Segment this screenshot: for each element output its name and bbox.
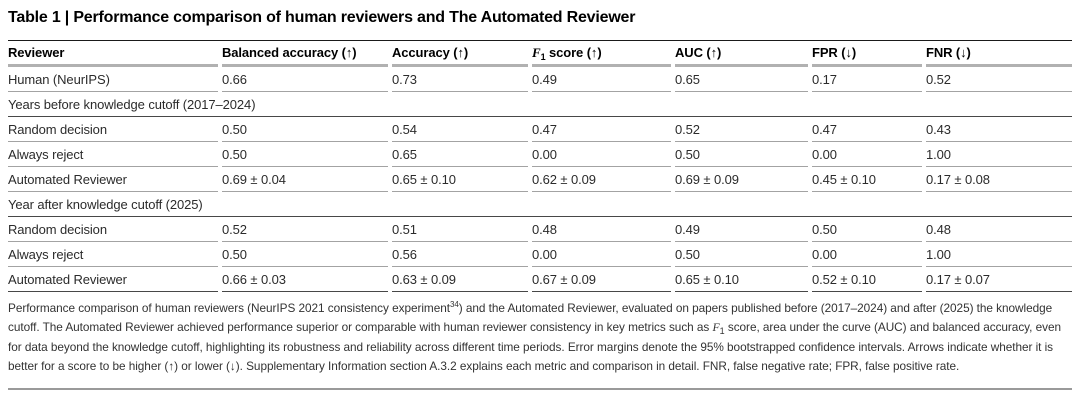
table-row-always-reject-after: Always reject 0.50 0.56 0.00 0.50 0.00 1… — [8, 242, 1072, 267]
table-footnote: Performance comparison of human reviewer… — [8, 299, 1072, 377]
table-row-always-reject-before: Always reject 0.50 0.65 0.00 0.50 0.00 1… — [8, 142, 1072, 167]
footnote-f1-italic-letter: F — [712, 320, 720, 335]
cell-f1-score: 0.67 ± 0.09 — [532, 267, 671, 292]
cell-f1-score: 0.47 — [532, 117, 671, 142]
cell-fpr: 0.47 — [812, 117, 922, 142]
cell-fnr: 0.43 — [926, 117, 1072, 142]
cell-balanced-accuracy: 0.66 — [222, 67, 388, 92]
cell-balanced-accuracy: 0.66 ± 0.03 — [222, 267, 388, 292]
row-label: Automated Reviewer — [8, 267, 218, 292]
f1-italic-letter: F — [532, 44, 541, 60]
row-label: Always reject — [8, 142, 218, 167]
cell-balanced-accuracy: 0.50 — [222, 142, 388, 167]
cell-fpr: 0.00 — [812, 242, 922, 267]
f1-subscript: 1 — [540, 51, 546, 62]
cell-accuracy: 0.54 — [392, 117, 528, 142]
cell-f1-score: 0.48 — [532, 217, 671, 242]
section-label: Years before knowledge cutoff (2017–2024… — [8, 92, 1072, 117]
row-label: Random decision — [8, 117, 218, 142]
cell-f1-score: 0.62 ± 0.09 — [532, 167, 671, 192]
col-header-auc: AUC (↑) — [675, 41, 808, 67]
footnote-text-2: ) and the Automated Reviewer, evaluated … — [8, 301, 1053, 335]
cell-auc: 0.52 — [675, 117, 808, 142]
cell-auc: 0.49 — [675, 217, 808, 242]
cell-auc: 0.65 — [675, 67, 808, 92]
row-label: Always reject — [8, 242, 218, 267]
cell-accuracy: 0.56 — [392, 242, 528, 267]
citation-ref-34[interactable]: 34 — [449, 300, 459, 309]
cell-fnr: 0.17 ± 0.08 — [926, 167, 1072, 192]
cell-accuracy: 0.65 — [392, 142, 528, 167]
cell-fnr: 0.52 — [926, 67, 1072, 92]
table-bottom-rule — [8, 388, 1072, 391]
cell-fnr: 1.00 — [926, 242, 1072, 267]
row-label: Human (NeurIPS) — [8, 67, 218, 92]
col-header-f1-score: F1 score (↑) — [532, 41, 671, 67]
cell-balanced-accuracy: 0.50 — [222, 242, 388, 267]
cell-fpr: 0.52 ± 0.10 — [812, 267, 922, 292]
cell-balanced-accuracy: 0.69 ± 0.04 — [222, 167, 388, 192]
f1-score-rest: score (↑) — [545, 44, 602, 60]
table-header-row: Reviewer Balanced accuracy (↑) Accuracy … — [8, 41, 1072, 67]
cell-fnr: 0.48 — [926, 217, 1072, 242]
cell-fnr: 0.17 ± 0.07 — [926, 267, 1072, 292]
cell-fpr: 0.00 — [812, 142, 922, 167]
cell-auc: 0.65 ± 0.10 — [675, 267, 808, 292]
footnote-text-3: score, area under the curve (AUC) and ba… — [8, 320, 1061, 374]
cell-fpr: 0.17 — [812, 67, 922, 92]
cell-auc: 0.50 — [675, 242, 808, 267]
cell-f1-score: 0.00 — [532, 142, 671, 167]
footnote-f1-subscript: 1 — [719, 326, 725, 337]
cell-f1-score: 0.00 — [532, 242, 671, 267]
cell-accuracy: 0.73 — [392, 67, 528, 92]
cell-fpr: 0.45 ± 0.10 — [812, 167, 922, 192]
table-row-random-decision-before: Random decision 0.50 0.54 0.47 0.52 0.47… — [8, 117, 1072, 142]
col-header-fnr: FNR (↓) — [926, 41, 1072, 67]
row-label: Automated Reviewer — [8, 167, 218, 192]
cell-accuracy: 0.51 — [392, 217, 528, 242]
table-top-rule — [8, 40, 1072, 41]
cell-auc: 0.69 ± 0.09 — [675, 167, 808, 192]
cell-auc: 0.50 — [675, 142, 808, 167]
cell-balanced-accuracy: 0.50 — [222, 117, 388, 142]
col-header-reviewer: Reviewer — [8, 41, 218, 67]
cell-balanced-accuracy: 0.52 — [222, 217, 388, 242]
table-row-random-decision-after: Random decision 0.52 0.51 0.48 0.49 0.50… — [8, 217, 1072, 242]
cell-f1-score: 0.49 — [532, 67, 671, 92]
table-1-panel: Table 1 | Performance comparison of huma… — [8, 0, 1072, 391]
row-label: Random decision — [8, 217, 218, 242]
section-row-after-cutoff: Year after knowledge cutoff (2025) — [8, 192, 1072, 217]
table-row-human-neurips: Human (NeurIPS) 0.66 0.73 0.49 0.65 0.17… — [8, 67, 1072, 92]
col-header-balanced-accuracy: Balanced accuracy (↑) — [222, 41, 388, 67]
table-row-automated-reviewer-before: Automated Reviewer 0.69 ± 0.04 0.65 ± 0.… — [8, 167, 1072, 192]
section-label: Year after knowledge cutoff (2025) — [8, 192, 1072, 217]
col-header-fpr: FPR (↓) — [812, 41, 922, 67]
footnote-text-1: Performance comparison of human reviewer… — [8, 301, 450, 315]
cell-fnr: 1.00 — [926, 142, 1072, 167]
section-row-before-cutoff: Years before knowledge cutoff (2017–2024… — [8, 92, 1072, 117]
performance-table: Reviewer Balanced accuracy (↑) Accuracy … — [4, 41, 1076, 292]
col-header-accuracy: Accuracy (↑) — [392, 41, 528, 67]
table-row-automated-reviewer-after: Automated Reviewer 0.66 ± 0.03 0.63 ± 0.… — [8, 267, 1072, 292]
cell-accuracy: 0.63 ± 0.09 — [392, 267, 528, 292]
table-title: Table 1 | Performance comparison of huma… — [8, 9, 636, 26]
cell-accuracy: 0.65 ± 0.10 — [392, 167, 528, 192]
cell-fpr: 0.50 — [812, 217, 922, 242]
